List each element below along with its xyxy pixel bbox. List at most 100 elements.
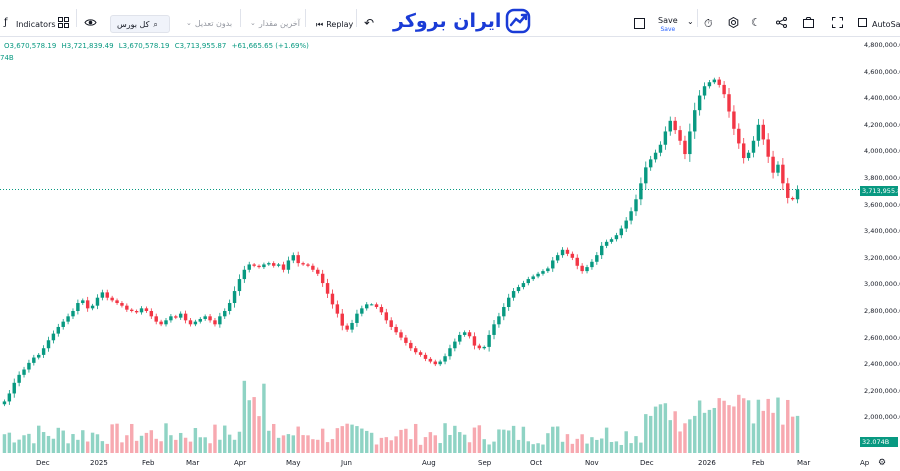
layout-grid-icon[interactable] — [58, 17, 69, 30]
indicators-button[interactable]: Indicators — [16, 20, 56, 29]
time-axis-label: Mar — [186, 459, 200, 467]
volume-bar — [580, 434, 584, 453]
candle-body — [71, 311, 75, 317]
candle-body — [746, 152, 751, 159]
volume-bar — [658, 404, 663, 453]
volume-bar — [178, 432, 183, 453]
candle-body — [790, 197, 795, 200]
volume-bar — [781, 424, 785, 453]
volume-bar — [511, 425, 516, 453]
volume-bar — [193, 427, 198, 453]
volume-bar — [653, 406, 658, 453]
volume-bar — [619, 444, 624, 453]
candle-body — [418, 352, 423, 355]
candle-body — [688, 131, 692, 155]
candle-body — [541, 271, 545, 274]
volume-bar — [134, 440, 139, 453]
volume-bar — [776, 397, 780, 453]
volume-bar — [502, 429, 506, 453]
candle-body — [526, 279, 531, 284]
moon-theme-icon[interactable]: ☾ — [751, 16, 761, 29]
volume-bar — [693, 415, 697, 453]
candle-body — [232, 291, 237, 304]
last-value-dropdown[interactable]: ⌄ آخرین مقدار — [250, 18, 300, 29]
volume-bar — [590, 437, 594, 453]
candle-body — [516, 287, 521, 292]
candle-body — [198, 318, 202, 322]
save-sub-label: Save — [660, 26, 676, 33]
legend-low: L3,670,578.19 — [118, 42, 170, 50]
volume-tag: 32.074B — [860, 437, 898, 447]
volume-bar — [325, 442, 330, 453]
volume-bar — [443, 423, 447, 453]
volume-bar — [311, 439, 315, 453]
candle-body — [707, 82, 712, 87]
volume-bar — [604, 427, 609, 453]
volume-bar — [565, 434, 570, 453]
symbol-selector[interactable]: کل بورس ⌕ — [110, 15, 170, 33]
volume-bar — [423, 437, 428, 453]
candle-body — [438, 361, 442, 365]
candle-body — [345, 325, 349, 330]
candle-body — [776, 164, 780, 173]
volume-bar — [2, 434, 7, 453]
volume-bar — [516, 439, 521, 453]
save-menu-chevron-icon[interactable]: ⌄ — [687, 17, 694, 26]
candle-body — [306, 264, 310, 266]
toolbar-divider — [305, 9, 306, 27]
volume-bar — [570, 443, 575, 453]
volume-bar — [541, 444, 545, 453]
candle-body — [374, 304, 379, 308]
volume-bar — [536, 443, 540, 453]
candle-body — [786, 183, 790, 198]
eye-icon[interactable] — [84, 17, 97, 30]
volume-bar — [477, 425, 482, 453]
fullscreen-icon[interactable] — [832, 17, 843, 30]
settings-gear-icon[interactable] — [728, 16, 739, 30]
candle-body — [619, 228, 624, 236]
replay-button[interactable]: ⏮ Replay — [316, 19, 353, 30]
search-icon: ⌕ — [153, 19, 158, 29]
volume-bar — [174, 439, 178, 453]
legend-high: H3,721,839.49 — [61, 42, 114, 50]
candle-body — [717, 79, 721, 85]
candle-body — [149, 311, 154, 317]
fullscreen-box-icon[interactable] — [634, 18, 645, 31]
candle-body — [257, 265, 261, 268]
volume-bar — [795, 415, 800, 453]
alert-clock-icon[interactable]: ⏱ — [704, 17, 713, 30]
candle-body — [276, 264, 281, 266]
snapshot-icon[interactable] — [803, 17, 814, 30]
candle-body — [242, 269, 247, 280]
candle-body — [482, 346, 486, 349]
adjust-label: بدون تعدیل — [194, 19, 233, 28]
adjust-dropdown[interactable]: ⌄ بدون تعدیل — [186, 18, 232, 29]
chevron-down-icon: ⌄ — [186, 19, 192, 27]
candle-body — [653, 152, 658, 160]
price-axis-label: 4,400,000.00 — [864, 94, 900, 103]
candle-body — [722, 84, 726, 95]
candle-body — [433, 361, 437, 365]
volume-bar — [208, 443, 212, 453]
candle-body — [570, 253, 575, 258]
candle-body — [41, 348, 46, 355]
volume-bar — [379, 437, 384, 453]
undo-icon[interactable]: ↶ — [364, 16, 375, 30]
volume-bar — [340, 426, 344, 453]
autosave-checkbox[interactable] — [858, 18, 867, 29]
brand-name: ایران بروکر — [393, 10, 502, 32]
candle-body — [644, 167, 648, 184]
volume-bar — [531, 444, 535, 453]
volume-bar — [252, 397, 256, 453]
pine-logo-button[interactable]: ƒ — [4, 17, 8, 28]
save-button[interactable]: Save Save — [658, 16, 678, 34]
settings-gear-icon[interactable]: ⚙ — [878, 458, 887, 468]
candle-body — [585, 267, 589, 272]
candle-body — [46, 340, 51, 349]
candle-body — [320, 273, 325, 284]
candle-body — [311, 265, 315, 270]
indicators-label: Indicators — [16, 20, 56, 29]
candle-body — [458, 334, 462, 342]
share-icon[interactable] — [776, 17, 787, 30]
